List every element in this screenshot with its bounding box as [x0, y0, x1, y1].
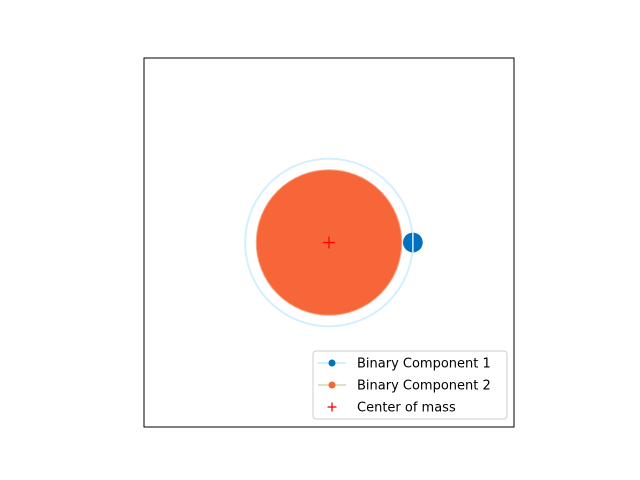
legend-label-component-1: Binary Component 1 — [357, 357, 491, 372]
legend-entry-component-1: Binary Component 1 — [318, 357, 491, 372]
center-of-mass-marker — [323, 236, 335, 249]
legend-label-center-of-mass: Center of mass — [357, 401, 456, 416]
legend-entry-center-of-mass: Center of mass — [327, 401, 456, 416]
legend-label-component-2: Binary Component 2 — [357, 379, 491, 394]
legend-marker-center-of-mass — [327, 402, 337, 412]
legend-marker-component-1 — [328, 359, 336, 367]
legend-marker-component-2 — [328, 381, 336, 389]
legend-box — [312, 350, 508, 420]
legend-entry-component-2: Binary Component 2 — [318, 379, 491, 394]
legend: Binary Component 1 Binary Component 2 Ce… — [312, 350, 508, 420]
plot-marks — [244, 157, 423, 328]
